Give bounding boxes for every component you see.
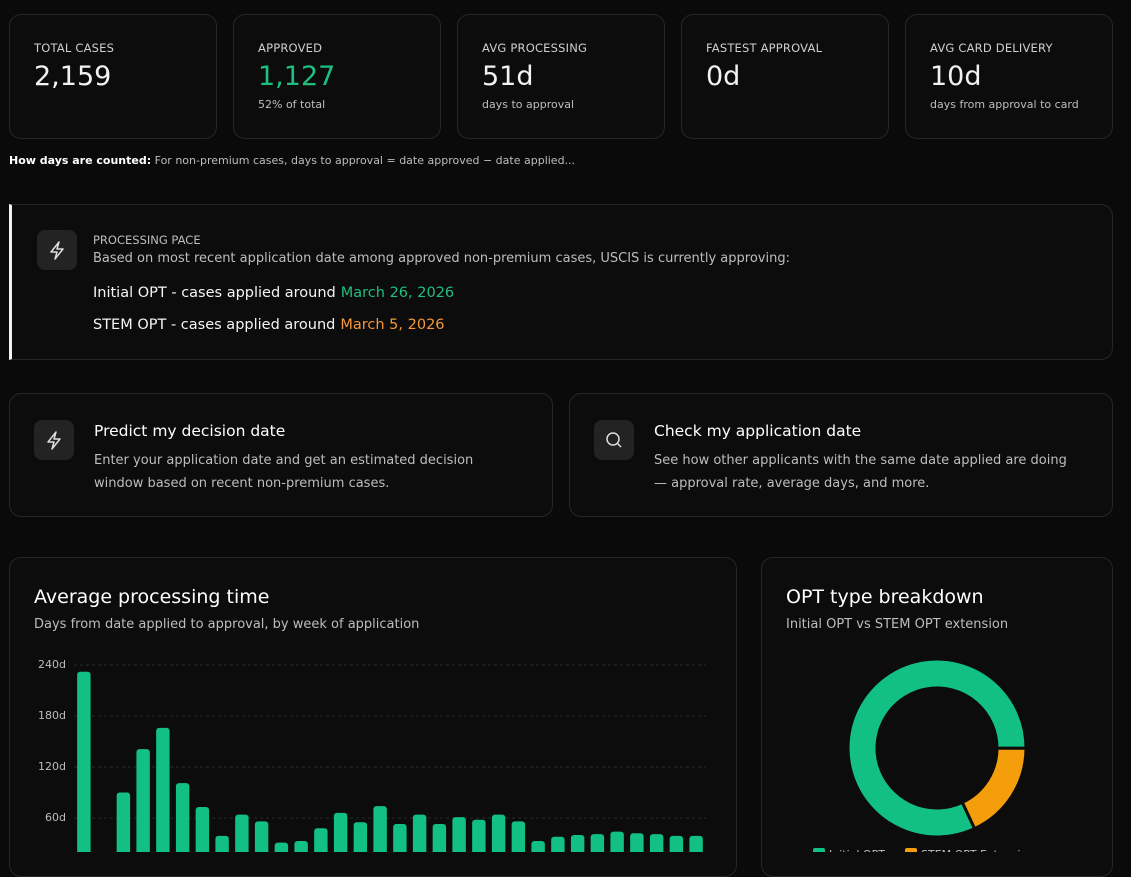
pace-text: Based on most recent application date am… xyxy=(93,251,790,266)
action-text: Enter your application date and get an e… xyxy=(94,453,474,491)
charts: 60d 120d 180d 240d Initial OPT STEM OPT Exten… xyxy=(38,657,1034,852)
stat-card: TOTAL CASES 2,159 xyxy=(9,14,217,139)
bar xyxy=(412,814,427,852)
stat-value: 0d xyxy=(706,61,741,92)
stat-card: AVG CARD DELIVERY 10d days from approval t… xyxy=(905,14,1113,139)
bar xyxy=(353,822,368,852)
stat-label: AVG CARD DELIVERY xyxy=(930,41,1053,55)
action-card[interactable]: Predict my decision date Enter your appli… xyxy=(9,393,553,517)
pace-label: STEM OPT - cases applied around xyxy=(93,317,336,333)
pace-date: March 5, 2026 xyxy=(340,317,445,333)
bar xyxy=(373,806,387,852)
chart-subtitle: Days from date applied to approval, by w… xyxy=(34,617,420,632)
bar xyxy=(432,823,447,852)
stat-label: AVG PROCESSING xyxy=(482,41,588,55)
action-text: See how other applicants with the same d… xyxy=(654,453,1067,491)
bar xyxy=(235,814,249,852)
bar xyxy=(649,834,664,852)
y-tick-label: 60d xyxy=(45,811,66,824)
action-icon xyxy=(594,420,634,460)
y-tick-label: 240d xyxy=(38,658,66,671)
legend-swatch xyxy=(813,848,825,852)
bar xyxy=(531,840,545,852)
pace-line: Initial OPT - cases applied around March … xyxy=(93,285,454,301)
icon-glyph xyxy=(47,431,61,450)
action-card[interactable]: Check my application date See how other a… xyxy=(569,393,1113,517)
stat-label: TOTAL CASES xyxy=(34,41,115,55)
stat-card: AVG PROCESSING 51d days to approval xyxy=(457,14,665,139)
stat-value: 2,159 xyxy=(34,61,112,92)
bar xyxy=(77,671,91,852)
page: TOTAL CASES 2,159 APPROVED 1,127 52% of tota… xyxy=(9,14,1113,877)
pace-line: STEM OPT - cases applied around March 5, … xyxy=(93,317,445,333)
donut-segment xyxy=(960,746,1028,831)
stat-label: APPROVED xyxy=(258,41,323,55)
legend-label: Initial OPT xyxy=(829,848,885,852)
bar xyxy=(452,817,466,852)
stat-label: FASTEST APPROVAL xyxy=(706,41,823,55)
bar xyxy=(136,749,150,852)
stat-sub: 52% of total xyxy=(258,98,326,111)
bar xyxy=(215,835,229,852)
bar xyxy=(551,836,565,852)
bar xyxy=(294,840,308,852)
action-title: Predict my decision date xyxy=(94,422,286,440)
stat-sub: days from approval to card xyxy=(930,98,1079,111)
bar xyxy=(314,828,328,852)
action-icon xyxy=(34,420,74,460)
stat-value: 10d xyxy=(930,61,982,92)
y-tick-label: 180d xyxy=(38,709,66,722)
bar xyxy=(491,814,506,852)
bar xyxy=(156,727,170,852)
bar xyxy=(254,821,269,852)
chart-subtitle: Initial OPT vs STEM OPT extension xyxy=(786,617,1009,632)
pace-label: Initial OPT - cases applied around xyxy=(93,285,336,301)
bar xyxy=(393,823,407,852)
bar xyxy=(333,812,348,852)
legend-label: STEM OPT Extension xyxy=(921,848,1034,852)
legend-swatch xyxy=(905,848,917,852)
action-title: Check my application date xyxy=(654,422,862,440)
note-label: How days are counted: xyxy=(9,154,152,167)
note-text: For non-premium cases, days to approval … xyxy=(154,154,576,167)
icon-glyph xyxy=(606,432,622,448)
chart-title: Average processing time xyxy=(34,586,270,608)
bar-card: Average processing time Days from date a… xyxy=(9,557,737,877)
bar xyxy=(590,834,605,852)
bar xyxy=(511,821,526,852)
y-tick-label: 120d xyxy=(38,760,66,773)
bar xyxy=(195,806,210,852)
pace-title: PROCESSING PACE xyxy=(93,233,201,247)
donut-segment xyxy=(846,657,1028,839)
stat-card: APPROVED 1,127 52% of total xyxy=(233,14,441,139)
stat-card: FASTEST APPROVAL 0d xyxy=(681,14,889,139)
bar xyxy=(669,835,684,852)
stat-value: 1,127 xyxy=(258,61,336,92)
pace-date: March 26, 2026 xyxy=(340,285,455,301)
bar xyxy=(116,792,131,852)
pace-icon xyxy=(37,230,77,270)
note: How days are counted: For non-premium ca… xyxy=(9,154,575,167)
bar xyxy=(630,833,644,852)
stat-sub: days to approval xyxy=(482,98,575,111)
bar xyxy=(610,831,624,852)
bolt-icon xyxy=(50,241,64,260)
bar xyxy=(570,835,585,852)
bar xyxy=(689,835,703,852)
bar xyxy=(175,783,190,852)
pace-card: PROCESSING PACE Based on most recent app… xyxy=(9,204,1113,360)
chart-title: OPT type breakdown xyxy=(786,586,984,608)
bar xyxy=(472,819,486,852)
bar xyxy=(274,842,289,852)
stat-value: 51d xyxy=(482,61,534,92)
